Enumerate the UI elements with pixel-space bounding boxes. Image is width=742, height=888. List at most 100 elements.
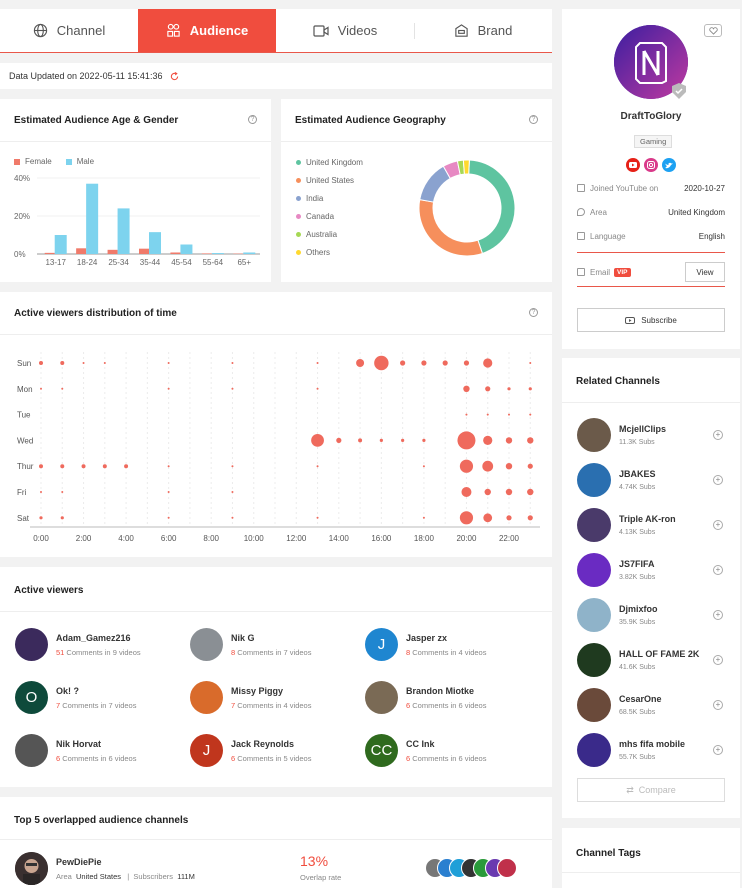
instagram-icon[interactable] xyxy=(644,158,658,172)
activity-point xyxy=(421,360,427,366)
calendar-icon xyxy=(577,184,585,192)
tab-brand[interactable]: Brand xyxy=(414,9,552,52)
x-tick-label: 65+ xyxy=(237,258,251,267)
activity-point xyxy=(231,362,234,364)
active-viewer[interactable]: CC CC Ink 6 Comments in 6 videos xyxy=(365,734,486,767)
verified-badge-icon xyxy=(672,83,686,99)
related-avatar xyxy=(577,598,611,632)
related-channel[interactable]: JS7FIFA 3.82K Subs + xyxy=(577,553,723,587)
x-tick-label: 8:00 xyxy=(203,534,219,543)
help-icon[interactable]: ? xyxy=(529,115,538,124)
bar-female xyxy=(139,248,149,254)
add-icon[interactable]: + xyxy=(713,520,723,530)
related-subs: 4.13K Subs xyxy=(619,529,656,536)
activity-point xyxy=(39,361,43,365)
add-icon[interactable]: + xyxy=(713,700,723,710)
help-icon[interactable]: ? xyxy=(529,308,538,317)
overlap-rate-label: Overlap rate xyxy=(300,873,342,882)
active-viewer[interactable]: O Ok! ? 7 Comments in 7 videos xyxy=(15,681,136,714)
activity-point xyxy=(82,362,85,364)
activity-point xyxy=(482,460,494,472)
x-tick-label: 55-64 xyxy=(203,258,224,267)
refresh-icon[interactable] xyxy=(170,71,179,81)
overlap-avatar-stack[interactable] xyxy=(425,858,517,878)
active-viewer[interactable]: J Jack Reynolds 6 Comments in 5 videos xyxy=(190,734,311,767)
category-tag: Gaming xyxy=(634,135,673,148)
heart-icon[interactable] xyxy=(704,24,722,37)
legend-item: United Kingdom xyxy=(296,158,363,167)
add-icon[interactable]: + xyxy=(713,475,723,485)
activity-point xyxy=(422,516,425,519)
legend-label: Canada xyxy=(306,212,335,221)
activity-point xyxy=(81,464,86,469)
tab-channel[interactable]: Channel xyxy=(0,9,138,52)
bar-female xyxy=(201,253,212,254)
activity-point xyxy=(103,362,106,364)
related-channel[interactable]: Djmixfoo 35.9K Subs + xyxy=(577,598,723,632)
related-avatar xyxy=(577,643,611,677)
activity-point xyxy=(60,361,65,365)
add-icon[interactable]: + xyxy=(713,655,723,665)
bar-female xyxy=(170,252,181,254)
viewer-avatar: CC xyxy=(365,734,398,767)
activity-point xyxy=(422,465,425,468)
activity-point xyxy=(40,491,42,493)
tab-videos[interactable]: Videos xyxy=(276,9,414,52)
legend-male: Male xyxy=(65,157,94,166)
channel-tags-card: Channel Tags xyxy=(562,828,740,888)
activity-point xyxy=(60,516,64,520)
activity-point xyxy=(485,386,491,392)
compare-button[interactable]: ⇄ Compare xyxy=(577,778,725,802)
viewer-avatar: O xyxy=(15,681,48,714)
activity-point xyxy=(60,464,65,469)
activity-point xyxy=(459,459,474,473)
bar-male xyxy=(86,183,99,254)
add-icon[interactable]: + xyxy=(713,565,723,575)
activity-point xyxy=(379,438,383,442)
x-tick-label: 22:00 xyxy=(499,534,520,543)
legend-label: United States xyxy=(306,176,355,185)
twitter-icon[interactable] xyxy=(662,158,676,172)
view-email-button[interactable]: View xyxy=(685,262,725,282)
activity-point xyxy=(457,431,476,450)
help-icon[interactable]: ? xyxy=(248,115,257,124)
card-header: Top 5 overlapped audience channels xyxy=(0,797,552,840)
active-viewer[interactable]: J Jasper zx 8 Comments in 4 videos xyxy=(365,628,486,661)
active-viewer[interactable]: Adam_Gamez216 51 Comments in 9 videos xyxy=(15,628,141,661)
tab-audience[interactable]: Audience xyxy=(138,9,276,52)
related-channel[interactable]: CesarOne 68.5K Subs + xyxy=(577,688,723,722)
youtube-icon[interactable] xyxy=(626,158,640,172)
subscribe-button[interactable]: Subscribe xyxy=(577,308,725,332)
tab-label: Channel xyxy=(56,23,106,38)
related-channel[interactable]: Triple AK-ron 4.13K Subs + xyxy=(577,508,723,542)
channel-name: DraftToGlory xyxy=(620,111,682,122)
activity-point xyxy=(231,516,234,519)
add-icon[interactable]: + xyxy=(713,745,723,755)
x-tick-label: 13-17 xyxy=(45,258,66,267)
related-subs: 4.74K Subs xyxy=(619,484,656,491)
related-channel[interactable]: HALL OF FAME 2K 41.6K Subs + xyxy=(577,643,723,677)
related-channel[interactable]: McjellClips 11.3K Subs + xyxy=(577,418,723,452)
viewer-avatar xyxy=(190,628,223,661)
add-icon[interactable]: + xyxy=(713,430,723,440)
active-viewer[interactable]: Brandon Miotke 6 Comments in 6 videos xyxy=(365,681,486,714)
channel-name[interactable]: PewDiePie xyxy=(56,856,102,867)
activity-point xyxy=(167,491,170,493)
add-icon[interactable]: + xyxy=(713,610,723,620)
active-viewer[interactable]: Missy Piggy 7 Comments in 4 videos xyxy=(190,681,311,714)
compare-icon: ⇄ xyxy=(626,784,634,795)
related-channel[interactable]: JBAKES 4.74K Subs + xyxy=(577,463,723,497)
active-viewer[interactable]: Nik Horvat 6 Comments in 6 videos xyxy=(15,734,136,767)
viewer-name: Ok! ? xyxy=(56,685,80,696)
card-title: Active viewers distribution of time xyxy=(14,308,177,319)
related-name: HALL OF FAME 2K xyxy=(619,649,700,659)
tab-bar: Channel Audience Videos Brand xyxy=(0,9,552,53)
active-viewer[interactable]: Nik G 8 Comments in 7 videos xyxy=(190,628,311,661)
related-channel[interactable]: mhs fifa mobile 55.7K Subs + xyxy=(577,733,723,767)
related-name: Djmixfoo xyxy=(619,604,658,614)
overlap-row[interactable]: PewDiePie Area United States | Subscribe… xyxy=(15,852,195,885)
overlap-card: Top 5 overlapped audience channels PewDi… xyxy=(0,797,552,888)
channel-meta: Area United States | Subscribers 111M xyxy=(56,871,195,881)
audience-icon xyxy=(167,23,180,37)
activity-point xyxy=(505,437,513,444)
